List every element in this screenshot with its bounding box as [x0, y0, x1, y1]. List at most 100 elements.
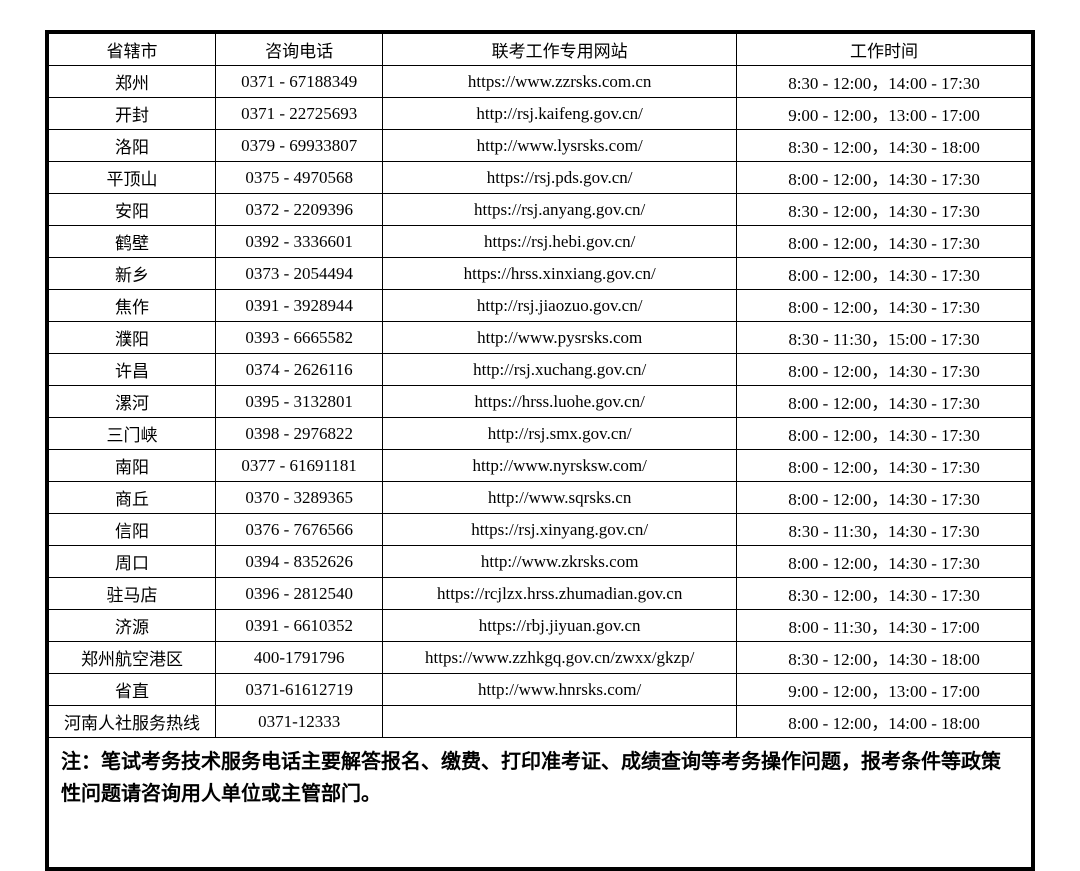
cell-website: https://rsj.hebi.gov.cn/ [383, 226, 737, 258]
cell-city: 郑州航空港区 [49, 642, 216, 674]
cell-city: 济源 [49, 610, 216, 642]
cell-hours: 8:30 - 12:00，14:30 - 18:00 [737, 130, 1032, 162]
cell-phone: 0394 - 8352626 [216, 546, 383, 578]
table-row: 周口0394 - 8352626http://www.zkrsks.com8:0… [49, 546, 1032, 578]
table-row: 三门峡0398 - 2976822http://rsj.smx.gov.cn/8… [49, 418, 1032, 450]
cell-hours: 8:00 - 12:00，14:30 - 17:30 [737, 546, 1032, 578]
table-row: 河南人社服务热线0371-123338:00 - 12:00，14:00 - 1… [49, 706, 1032, 738]
table-body: 郑州0371 - 67188349https://www.zzrsks.com.… [49, 66, 1032, 738]
table-note: 注：笔试考务技术服务电话主要解答报名、缴费、打印准考证、成绩查询等考务操作问题，… [49, 738, 1032, 868]
cell-website: https://rbj.jiyuan.gov.cn [383, 610, 737, 642]
cell-hours: 8:00 - 12:00，14:30 - 17:30 [737, 290, 1032, 322]
cell-hours: 8:00 - 12:00，14:30 - 17:30 [737, 226, 1032, 258]
contact-table-container: 省辖市 咨询电话 联考工作专用网站 工作时间 郑州0371 - 67188349… [45, 30, 1035, 871]
cell-website: http://rsj.smx.gov.cn/ [383, 418, 737, 450]
cell-city: 南阳 [49, 450, 216, 482]
cell-phone: 0371 - 22725693 [216, 98, 383, 130]
cell-hours: 9:00 - 12:00，13:00 - 17:00 [737, 674, 1032, 706]
cell-hours: 8:30 - 12:00，14:00 - 17:30 [737, 66, 1032, 98]
table-row: 濮阳0393 - 6665582http://www.pysrsks.com8:… [49, 322, 1032, 354]
cell-city: 驻马店 [49, 578, 216, 610]
cell-hours: 9:00 - 12:00，13:00 - 17:00 [737, 98, 1032, 130]
table-row: 郑州0371 - 67188349https://www.zzrsks.com.… [49, 66, 1032, 98]
cell-hours: 8:00 - 12:00，14:30 - 17:30 [737, 450, 1032, 482]
cell-website: http://www.nyrsksw.com/ [383, 450, 737, 482]
cell-phone: 0396 - 2812540 [216, 578, 383, 610]
cell-phone: 0392 - 3336601 [216, 226, 383, 258]
cell-phone: 0373 - 2054494 [216, 258, 383, 290]
cell-website [383, 706, 737, 738]
col-hours: 工作时间 [737, 34, 1032, 66]
cell-city: 安阳 [49, 194, 216, 226]
table-row: 鹤壁0392 - 3336601https://rsj.hebi.gov.cn/… [49, 226, 1032, 258]
cell-city: 濮阳 [49, 322, 216, 354]
table-row: 济源0391 - 6610352https://rbj.jiyuan.gov.c… [49, 610, 1032, 642]
cell-city: 商丘 [49, 482, 216, 514]
cell-website: https://hrss.luohe.gov.cn/ [383, 386, 737, 418]
cell-phone: 0370 - 3289365 [216, 482, 383, 514]
cell-hours: 8:30 - 11:30，14:30 - 17:30 [737, 514, 1032, 546]
cell-phone: 0372 - 2209396 [216, 194, 383, 226]
cell-hours: 8:00 - 12:00，14:30 - 17:30 [737, 354, 1032, 386]
cell-hours: 8:00 - 12:00，14:30 - 17:30 [737, 258, 1032, 290]
table-row: 平顶山0375 - 4970568https://rsj.pds.gov.cn/… [49, 162, 1032, 194]
cell-city: 三门峡 [49, 418, 216, 450]
cell-phone: 0377 - 61691181 [216, 450, 383, 482]
cell-phone: 0398 - 2976822 [216, 418, 383, 450]
cell-hours: 8:00 - 12:00，14:30 - 17:30 [737, 386, 1032, 418]
cell-phone: 0391 - 6610352 [216, 610, 383, 642]
cell-phone: 0376 - 7676566 [216, 514, 383, 546]
cell-hours: 8:00 - 12:00，14:30 - 17:30 [737, 482, 1032, 514]
cell-website: http://www.zkrsks.com [383, 546, 737, 578]
cell-hours: 8:30 - 12:00，14:30 - 17:30 [737, 194, 1032, 226]
table-row: 焦作0391 - 3928944http://rsj.jiaozuo.gov.c… [49, 290, 1032, 322]
cell-city: 郑州 [49, 66, 216, 98]
contact-table: 省辖市 咨询电话 联考工作专用网站 工作时间 郑州0371 - 67188349… [48, 33, 1032, 868]
cell-city: 省直 [49, 674, 216, 706]
cell-phone: 0379 - 69933807 [216, 130, 383, 162]
cell-website: http://www.pysrsks.com [383, 322, 737, 354]
table-row: 郑州航空港区400-1791796https://www.zzhkgq.gov.… [49, 642, 1032, 674]
cell-hours: 8:00 - 12:00，14:00 - 18:00 [737, 706, 1032, 738]
cell-city: 周口 [49, 546, 216, 578]
cell-city: 焦作 [49, 290, 216, 322]
cell-website: https://rsj.pds.gov.cn/ [383, 162, 737, 194]
cell-website: http://rsj.xuchang.gov.cn/ [383, 354, 737, 386]
cell-website: https://www.zzrsks.com.cn [383, 66, 737, 98]
cell-city: 信阳 [49, 514, 216, 546]
table-row: 南阳0377 - 61691181http://www.nyrsksw.com/… [49, 450, 1032, 482]
table-row: 开封0371 - 22725693http://rsj.kaifeng.gov.… [49, 98, 1032, 130]
cell-website: https://rcjlzx.hrss.zhumadian.gov.cn [383, 578, 737, 610]
cell-website: http://www.hnrsks.com/ [383, 674, 737, 706]
cell-phone: 0374 - 2626116 [216, 354, 383, 386]
cell-phone: 0391 - 3928944 [216, 290, 383, 322]
cell-phone: 400-1791796 [216, 642, 383, 674]
col-phone: 咨询电话 [216, 34, 383, 66]
col-website: 联考工作专用网站 [383, 34, 737, 66]
cell-city: 洛阳 [49, 130, 216, 162]
cell-website: http://rsj.jiaozuo.gov.cn/ [383, 290, 737, 322]
cell-city: 开封 [49, 98, 216, 130]
cell-phone: 0375 - 4970568 [216, 162, 383, 194]
table-row: 安阳0372 - 2209396https://rsj.anyang.gov.c… [49, 194, 1032, 226]
table-row: 漯河0395 - 3132801https://hrss.luohe.gov.c… [49, 386, 1032, 418]
cell-website: https://www.zzhkgq.gov.cn/zwxx/gkzp/ [383, 642, 737, 674]
cell-website: http://rsj.kaifeng.gov.cn/ [383, 98, 737, 130]
table-row: 许昌0374 - 2626116http://rsj.xuchang.gov.c… [49, 354, 1032, 386]
cell-city: 平顶山 [49, 162, 216, 194]
cell-phone: 0395 - 3132801 [216, 386, 383, 418]
table-row: 洛阳0379 - 69933807http://www.lysrsks.com/… [49, 130, 1032, 162]
cell-city: 鹤壁 [49, 226, 216, 258]
cell-hours: 8:00 - 12:00，14:30 - 17:30 [737, 162, 1032, 194]
cell-hours: 8:30 - 12:00，14:30 - 18:00 [737, 642, 1032, 674]
cell-phone: 0393 - 6665582 [216, 322, 383, 354]
cell-city: 许昌 [49, 354, 216, 386]
table-row: 驻马店0396 - 2812540https://rcjlzx.hrss.zhu… [49, 578, 1032, 610]
cell-website: https://hrss.xinxiang.gov.cn/ [383, 258, 737, 290]
table-header: 省辖市 咨询电话 联考工作专用网站 工作时间 [49, 34, 1032, 66]
cell-phone: 0371-61612719 [216, 674, 383, 706]
cell-hours: 8:00 - 11:30，14:30 - 17:00 [737, 610, 1032, 642]
cell-hours: 8:00 - 12:00，14:30 - 17:30 [737, 418, 1032, 450]
cell-city: 河南人社服务热线 [49, 706, 216, 738]
table-row: 新乡0373 - 2054494https://hrss.xinxiang.go… [49, 258, 1032, 290]
